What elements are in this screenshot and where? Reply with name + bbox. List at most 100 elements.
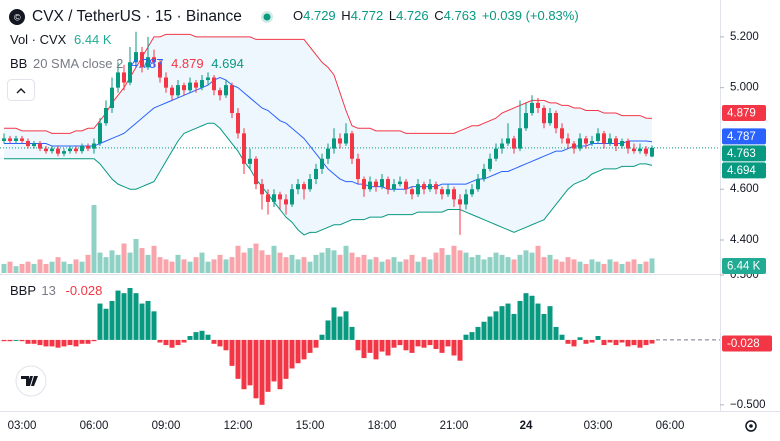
bbp-bar bbox=[121, 293, 127, 340]
bbp-bar bbox=[325, 320, 331, 340]
bbp-bar bbox=[241, 339, 247, 390]
bbp-bar bbox=[397, 339, 403, 346]
bbp-bar bbox=[445, 339, 451, 347]
bbp-bar bbox=[577, 337, 583, 340]
candle-body bbox=[110, 87, 114, 108]
candle-body bbox=[50, 148, 54, 152]
volume-bar bbox=[517, 254, 523, 273]
bbp-bar bbox=[535, 303, 541, 340]
candle-body bbox=[14, 138, 18, 141]
volume-bar bbox=[73, 259, 79, 273]
volume-bar bbox=[571, 259, 577, 273]
volume-bar bbox=[511, 259, 517, 273]
volume-bar bbox=[481, 259, 487, 273]
market-status[interactable] bbox=[263, 13, 271, 21]
bbp-bar bbox=[559, 334, 565, 340]
candle-body bbox=[344, 133, 348, 144]
bbp-params: 13 bbox=[41, 283, 55, 298]
bbp-bar bbox=[631, 339, 637, 346]
ohlc-value: 4.772 bbox=[351, 8, 384, 23]
candle-body bbox=[272, 194, 276, 202]
bbp-bar bbox=[25, 339, 31, 344]
bbp-bar bbox=[271, 339, 277, 382]
bbp-bar bbox=[595, 336, 601, 340]
volume-bar bbox=[259, 250, 265, 273]
volume-bar bbox=[331, 250, 337, 273]
volume-legend[interactable]: Vol · CVX 6.44 K bbox=[10, 32, 112, 47]
bb-lower-value: 4.694 bbox=[211, 56, 244, 71]
candle-body bbox=[122, 72, 126, 83]
bbp-bar bbox=[529, 295, 535, 340]
volume-bar bbox=[529, 252, 535, 273]
bbp-bar bbox=[553, 326, 559, 340]
bbp-bar bbox=[379, 339, 385, 352]
bbp-bar bbox=[7, 339, 13, 342]
bbp-bar bbox=[127, 287, 133, 340]
candle-body bbox=[422, 184, 426, 190]
bbp-bar bbox=[637, 339, 643, 348]
y-tick-label: 4.600 bbox=[730, 183, 759, 195]
bb-upper-badge-label: 4.879 bbox=[727, 108, 756, 120]
bbp-bar bbox=[499, 306, 505, 340]
volume-bar bbox=[325, 248, 331, 273]
x-tick-label: 03:00 bbox=[8, 420, 37, 432]
candle-body bbox=[278, 194, 282, 200]
bbp-legend[interactable]: BBP 13 -0.028 bbox=[10, 283, 102, 298]
collapse-button[interactable] bbox=[7, 79, 35, 101]
candle-body bbox=[554, 113, 558, 129]
x-tick-label: 06:00 bbox=[80, 420, 109, 432]
candle-body bbox=[590, 140, 594, 144]
volume-bar bbox=[265, 254, 271, 273]
bbp-bar bbox=[409, 339, 415, 353]
bb-legend[interactable]: BB 20 SMA close 2 4.787 4.879 4.694 bbox=[10, 56, 244, 71]
candle-body bbox=[248, 158, 252, 164]
volume-bar bbox=[367, 259, 373, 273]
candle-body bbox=[254, 158, 258, 185]
bbp-bar bbox=[235, 339, 241, 379]
bbp-bar bbox=[253, 339, 259, 399]
x-tick-label: 09:00 bbox=[152, 420, 181, 432]
bbp-bar bbox=[391, 339, 397, 348]
volume-bar bbox=[499, 254, 505, 273]
bbp-badge bbox=[722, 335, 772, 352]
bbp-bar bbox=[193, 332, 199, 340]
volume-bar bbox=[553, 259, 559, 273]
volume-bar bbox=[241, 252, 247, 273]
volume-bar bbox=[103, 257, 109, 273]
candle-body bbox=[404, 181, 408, 190]
bbp-bar bbox=[277, 339, 283, 390]
candle-body bbox=[602, 133, 606, 144]
symbol-title[interactable]: CVX / TetherUS · 15 · Binance bbox=[32, 8, 242, 25]
candle-body bbox=[470, 189, 474, 195]
bbp-bar bbox=[307, 339, 313, 353]
bbp-bar bbox=[385, 339, 391, 356]
bbp-bar bbox=[493, 311, 499, 340]
volume-bar bbox=[19, 263, 25, 273]
candle-body bbox=[164, 77, 168, 88]
candle-body bbox=[200, 80, 204, 88]
volume-bar bbox=[67, 263, 73, 273]
bbp-bar bbox=[373, 339, 379, 360]
volume-bar bbox=[487, 257, 493, 273]
volume-bar bbox=[403, 259, 409, 273]
candle-body bbox=[488, 158, 492, 169]
volume-bar bbox=[349, 252, 355, 273]
volume-bar bbox=[121, 243, 127, 273]
bbp-bar bbox=[31, 339, 37, 344]
bbp-bar bbox=[607, 339, 613, 343]
bbp-bar bbox=[103, 308, 109, 340]
symbol-logo[interactable] bbox=[9, 9, 25, 25]
volume-bar bbox=[115, 254, 121, 273]
bbp-bar bbox=[157, 339, 163, 343]
bbp-bar bbox=[415, 339, 421, 347]
candle-body bbox=[212, 77, 216, 91]
bbp-bar bbox=[199, 330, 205, 340]
candle-body bbox=[326, 148, 330, 159]
bbp-bar bbox=[517, 300, 523, 340]
volume-bar bbox=[625, 261, 631, 273]
x-tick-label: 12:00 bbox=[224, 420, 253, 432]
volume-bar bbox=[235, 245, 241, 273]
candle-body bbox=[410, 189, 414, 195]
settings-button[interactable] bbox=[745, 420, 757, 432]
